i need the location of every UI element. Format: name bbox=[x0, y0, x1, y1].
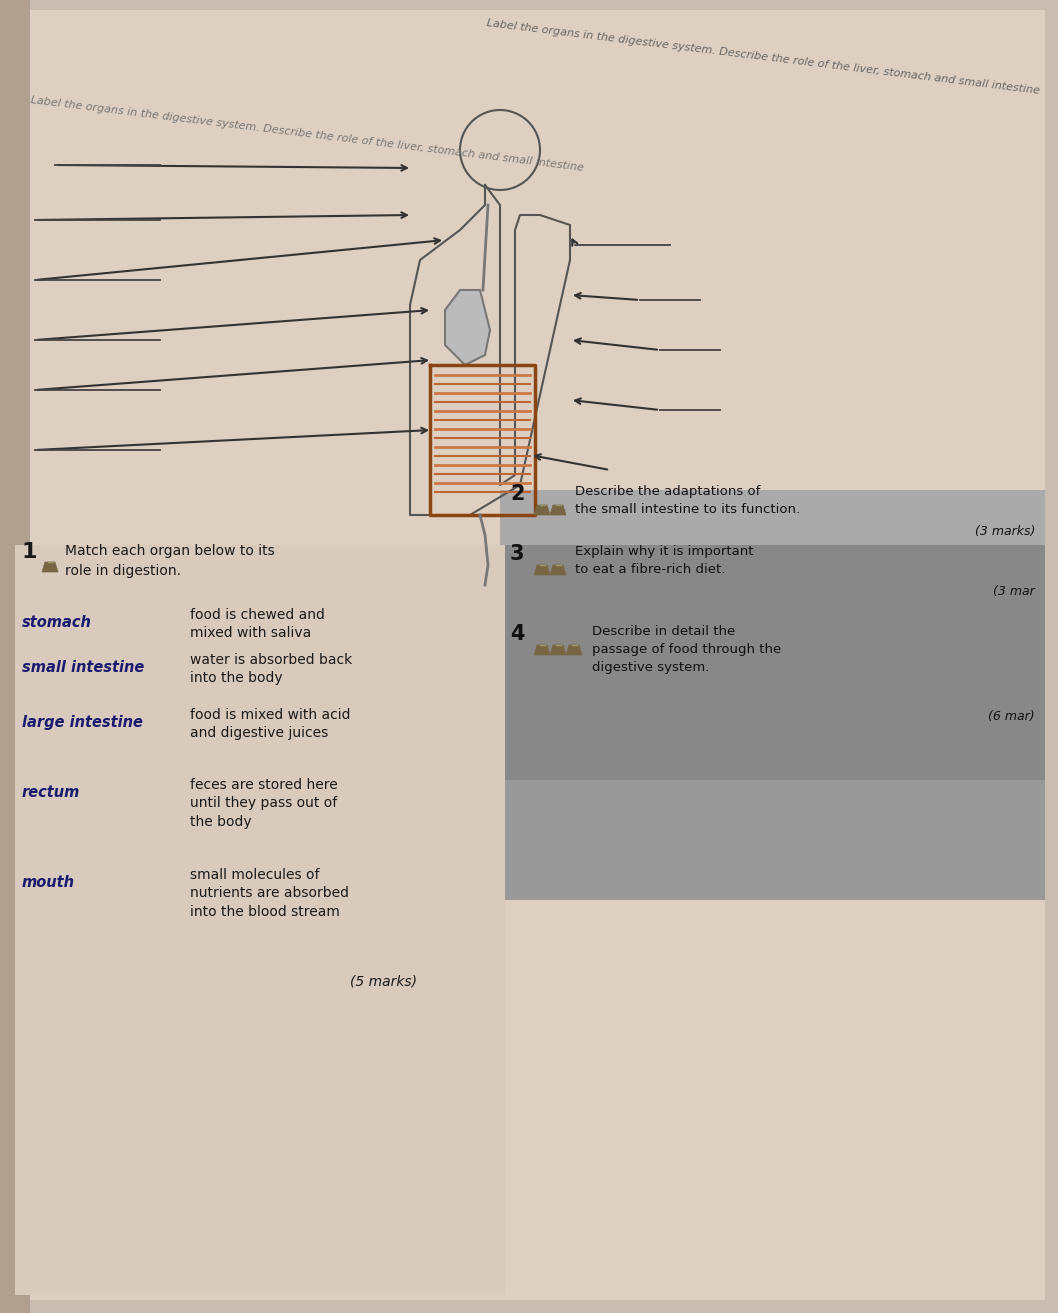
Polygon shape bbox=[550, 506, 566, 515]
Text: small intestine: small intestine bbox=[22, 660, 144, 675]
Text: digestive system.: digestive system. bbox=[592, 660, 709, 674]
Text: (5 marks): (5 marks) bbox=[350, 974, 417, 987]
Polygon shape bbox=[550, 645, 566, 655]
Text: Match each organ below to its: Match each organ below to its bbox=[65, 544, 275, 558]
Text: Describe the adaptations of: Describe the adaptations of bbox=[574, 484, 761, 498]
Text: (6 mar): (6 mar) bbox=[988, 710, 1035, 723]
Text: rectum: rectum bbox=[22, 785, 80, 800]
Text: passage of food through the: passage of food through the bbox=[592, 643, 781, 656]
FancyBboxPatch shape bbox=[500, 545, 1045, 895]
Text: stomach: stomach bbox=[22, 614, 92, 630]
Text: 3: 3 bbox=[510, 544, 525, 565]
Text: large intestine: large intestine bbox=[22, 716, 143, 730]
Text: food is chewed and
mixed with saliva: food is chewed and mixed with saliva bbox=[190, 608, 325, 641]
Text: Label the organs in the digestive system. Describe the role of the liver, stomac: Label the organs in the digestive system… bbox=[486, 18, 1040, 96]
Text: role in digestion.: role in digestion. bbox=[65, 565, 181, 578]
FancyBboxPatch shape bbox=[500, 490, 1045, 550]
Text: 1: 1 bbox=[22, 542, 37, 562]
Polygon shape bbox=[566, 645, 582, 655]
Text: 2: 2 bbox=[510, 484, 525, 504]
Text: small molecules of
nutrients are absorbed
into the blood stream: small molecules of nutrients are absorbe… bbox=[190, 868, 349, 919]
Text: water is absorbed back
into the body: water is absorbed back into the body bbox=[190, 653, 352, 685]
Text: (3 marks): (3 marks) bbox=[974, 525, 1035, 538]
FancyBboxPatch shape bbox=[500, 780, 1045, 899]
FancyBboxPatch shape bbox=[0, 0, 30, 1313]
Text: 4: 4 bbox=[510, 624, 525, 643]
FancyBboxPatch shape bbox=[15, 545, 505, 1295]
Text: (3 mar: (3 mar bbox=[993, 586, 1035, 597]
Text: Explain why it is important: Explain why it is important bbox=[574, 545, 753, 558]
FancyBboxPatch shape bbox=[15, 11, 1045, 1300]
Text: mouth: mouth bbox=[22, 874, 75, 890]
Polygon shape bbox=[42, 562, 58, 572]
Text: to eat a fibre-rich diet.: to eat a fibre-rich diet. bbox=[574, 563, 726, 576]
Polygon shape bbox=[550, 565, 566, 575]
Polygon shape bbox=[534, 506, 550, 515]
Polygon shape bbox=[534, 565, 550, 575]
Text: feces are stored here
until they pass out of
the body: feces are stored here until they pass ou… bbox=[190, 779, 338, 829]
Text: the small intestine to its function.: the small intestine to its function. bbox=[574, 503, 800, 516]
Text: Describe in detail the: Describe in detail the bbox=[592, 625, 735, 638]
Text: food is mixed with acid
and digestive juices: food is mixed with acid and digestive ju… bbox=[190, 708, 350, 741]
Text: Label the organs in the digestive system. Describe the role of the liver, stomac: Label the organs in the digestive system… bbox=[30, 95, 584, 173]
Polygon shape bbox=[445, 290, 490, 365]
Polygon shape bbox=[534, 645, 550, 655]
